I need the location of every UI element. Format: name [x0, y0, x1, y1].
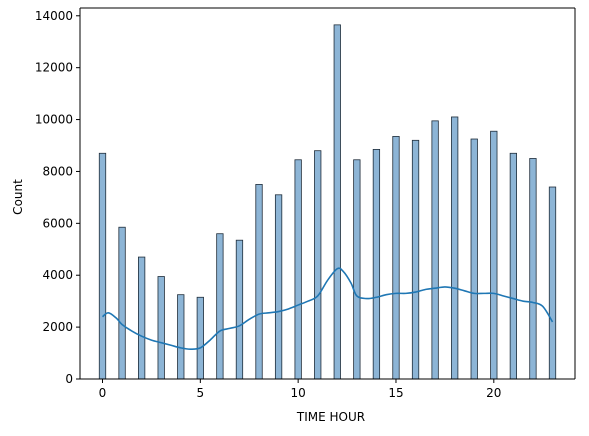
histogram-bar: [274, 194, 283, 380]
histogram-bar: [118, 226, 126, 380]
histogram-bar: [216, 233, 224, 380]
x-tick-label: 10: [291, 386, 306, 400]
histogram-bar: [294, 159, 302, 380]
y-tick-label: 6000: [42, 216, 73, 230]
histogram-bar: [490, 130, 498, 380]
histogram-bar: [509, 152, 517, 380]
x-tick-label: 15: [388, 386, 403, 400]
y-tick-label: 12000: [35, 61, 73, 75]
bars-layer: [98, 24, 557, 380]
y-axis-label: Count: [11, 179, 25, 215]
x-axis-label: TIME HOUR: [296, 410, 365, 424]
y-tick-label: 2000: [42, 320, 73, 334]
histogram-bar: [138, 256, 146, 380]
histogram-bar: [548, 186, 557, 380]
histogram-bar: [333, 24, 341, 380]
kde-line: [101, 267, 554, 350]
histogram-bar: [451, 116, 459, 380]
y-tick-label: 14000: [35, 9, 73, 23]
histogram-bar: [353, 159, 361, 380]
histogram-bar: [177, 294, 185, 380]
y-tick-label: 10000: [35, 113, 73, 127]
histogram-bar: [431, 120, 439, 380]
histogram-bar: [255, 184, 263, 380]
axes-layer: [79, 7, 576, 380]
kde-layer: [101, 267, 554, 350]
histogram-bar: [392, 136, 400, 380]
y-tick-label: 0: [65, 372, 73, 386]
histogram-bar: [470, 138, 478, 380]
histogram-bar: [157, 276, 165, 380]
y-tick-label: 8000: [42, 164, 73, 178]
x-tick-label: 20: [486, 386, 501, 400]
histogram-bar: [98, 152, 107, 380]
histogram-bar: [411, 139, 420, 380]
x-tick-label: 0: [99, 386, 107, 400]
y-tick-label: 4000: [42, 268, 73, 282]
histogram-bar: [196, 296, 204, 380]
histogram-bar: [235, 239, 244, 380]
histogram-bar: [314, 150, 322, 380]
x-tick-label: 5: [197, 386, 205, 400]
histogram-bar: [529, 158, 537, 380]
ticks-layer: 0 5 10 15 20 0 2000 4000 6000 8000 10000 12000 14000: [35, 9, 502, 400]
histogram-bar: [372, 148, 381, 380]
